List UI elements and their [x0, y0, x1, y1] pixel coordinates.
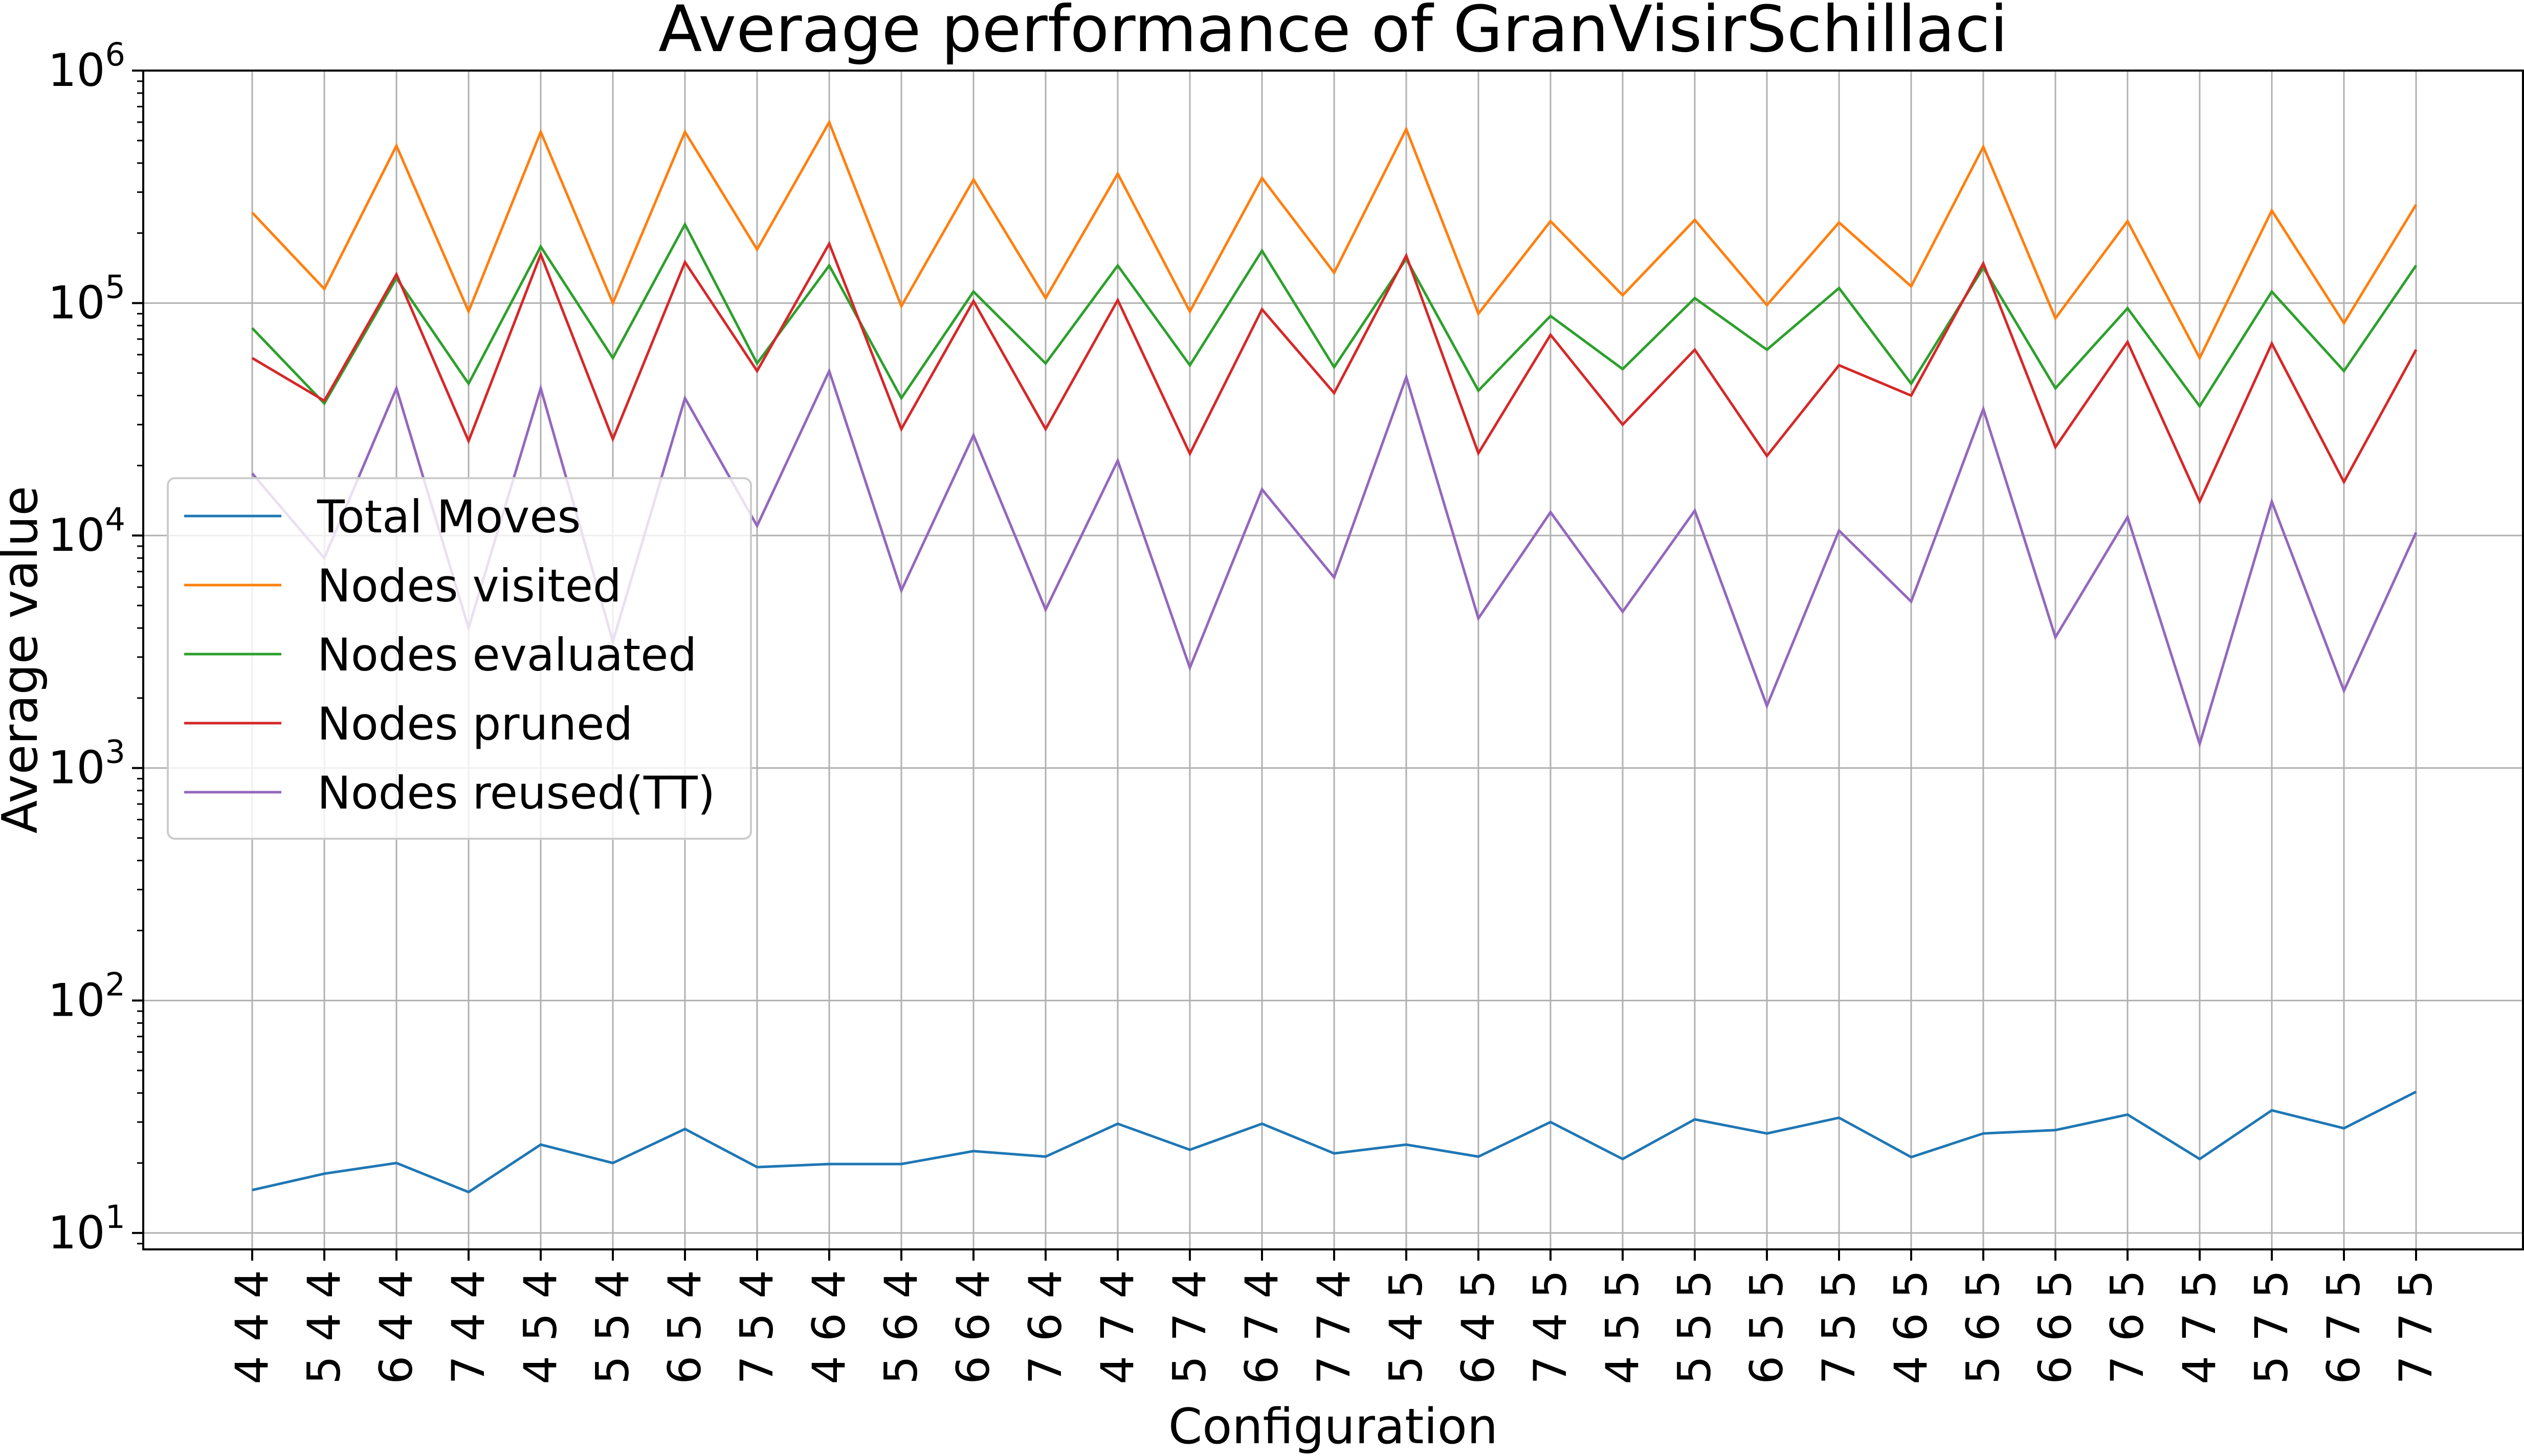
x-tick-label: 6 5 5	[1740, 1270, 1793, 1384]
x-axis: 4 4 4 5 4 4 6 4 4 7 4 4 4 5 4 5 5 4 6 5 4 7 5 4…	[226, 1249, 2442, 1384]
series-line-nodes-evaluated	[251, 221, 2418, 409]
x-tick-label: 7 7 5	[2389, 1270, 2442, 1384]
legend-label-total-moves: Total Moves	[317, 490, 581, 543]
x-tick-label: 6 5 4	[658, 1270, 711, 1384]
x-tick-label: 7 6 5	[2101, 1270, 2154, 1384]
y-axis-label: Average value	[0, 486, 49, 834]
x-tick-label: 7 4 5	[1524, 1270, 1577, 1384]
x-tick-label: 5 6 5	[1957, 1270, 2009, 1384]
x-tick-label: 7 5 4	[730, 1270, 783, 1384]
x-tick-label: 5 7 4	[1163, 1270, 1216, 1384]
x-tick-label: 6 6 5	[2029, 1270, 2082, 1384]
x-tick-label: 6 4 4	[370, 1270, 423, 1384]
grid	[143, 70, 2523, 1249]
x-tick-label: 5 7 5	[2245, 1270, 2298, 1384]
x-tick-label: 7 7 4	[1308, 1270, 1360, 1384]
x-tick-label: 5 5 4	[586, 1270, 639, 1384]
chart-title: Average performance of GranVisirSchillac…	[658, 0, 2008, 66]
y-tick-label: 101	[48, 1198, 125, 1259]
y-axis: 101 102 103 104 105 106	[48, 36, 143, 1259]
x-tick-label: 4 6 5	[1885, 1270, 1937, 1384]
series-line-nodes-visited	[251, 119, 2418, 361]
x-tick-label: 5 4 5	[1380, 1270, 1432, 1384]
x-tick-label: 6 6 4	[947, 1270, 1000, 1384]
y-tick-label: 102	[48, 966, 125, 1026]
series-line-nodes-pruned	[251, 240, 2418, 505]
x-tick-label: 6 7 5	[2317, 1270, 2370, 1384]
legend: Total Moves Nodes visited Nodes evaluated N…	[167, 477, 752, 840]
x-axis-label: Configuration	[1168, 1399, 1498, 1455]
x-tick-label: 7 6 4	[1019, 1270, 1072, 1384]
x-tick-label: 5 4 4	[298, 1270, 350, 1384]
x-tick-label: 4 7 4	[1091, 1270, 1144, 1384]
x-tick-label: 5 5 5	[1668, 1270, 1721, 1384]
x-tick-label: 7 5 5	[1812, 1270, 1865, 1384]
legend-label-nodes-visited: Nodes visited	[317, 559, 622, 612]
x-tick-label: 6 4 5	[1452, 1270, 1504, 1384]
x-tick-label: 6 7 4	[1235, 1270, 1288, 1384]
x-tick-label: 4 7 5	[2173, 1270, 2226, 1384]
legend-box	[167, 477, 752, 840]
legend-label-nodes-reused-tt: Nodes reused(TT)	[317, 767, 715, 819]
x-tick-label: 5 6 4	[875, 1270, 927, 1384]
legend-label-nodes-pruned: Nodes pruned	[317, 698, 633, 750]
x-tick-label: 7 4 4	[442, 1270, 495, 1384]
y-tick-label: 104	[48, 501, 125, 562]
x-tick-label: 4 5 5	[1596, 1270, 1649, 1384]
y-tick-label: 105	[48, 268, 125, 329]
x-tick-label: 4 6 4	[803, 1270, 855, 1384]
x-tick-label: 4 5 4	[514, 1270, 567, 1384]
series-line-total-moves	[252, 1090, 2417, 1194]
legend-label-nodes-evaluated: Nodes evaluated	[317, 629, 697, 681]
y-tick-label: 103	[48, 733, 125, 794]
y-tick-label: 106	[48, 36, 125, 97]
x-tick-label: 4 4 4	[226, 1270, 278, 1384]
